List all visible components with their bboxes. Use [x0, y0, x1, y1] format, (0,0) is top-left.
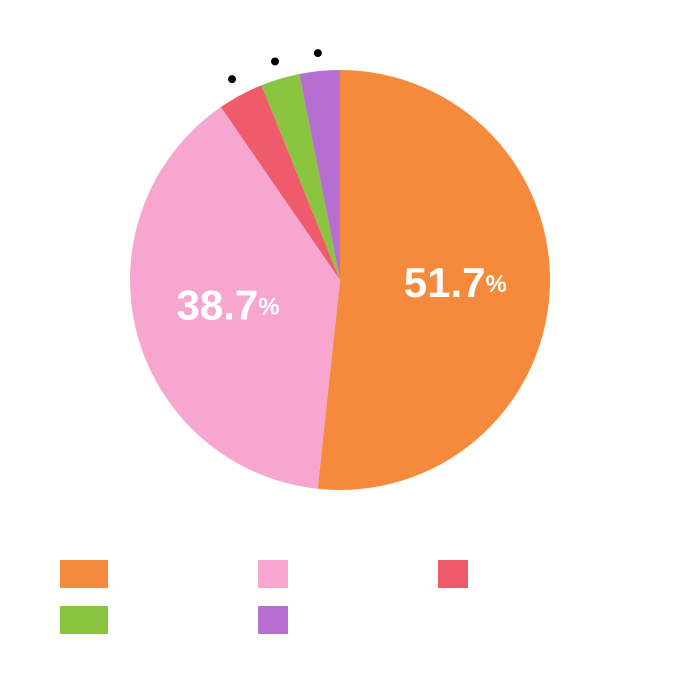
legend-item [60, 606, 108, 634]
legend-item [258, 560, 288, 588]
legend-swatch [60, 606, 108, 634]
chart-container: 51.7%38.7% [0, 0, 680, 700]
legend [60, 560, 620, 652]
pie-chart: 51.7%38.7% [0, 0, 680, 540]
legend-swatch [60, 560, 108, 588]
legend-swatch [258, 606, 288, 634]
legend-row [60, 606, 620, 634]
legend-row [60, 560, 620, 588]
callout-dot [228, 75, 236, 83]
legend-swatch [258, 560, 288, 588]
legend-item [60, 560, 108, 588]
callout-dot [314, 49, 322, 57]
legend-item [258, 606, 288, 634]
legend-swatch [438, 560, 468, 588]
callout-dot [271, 57, 279, 65]
legend-item [438, 560, 468, 588]
